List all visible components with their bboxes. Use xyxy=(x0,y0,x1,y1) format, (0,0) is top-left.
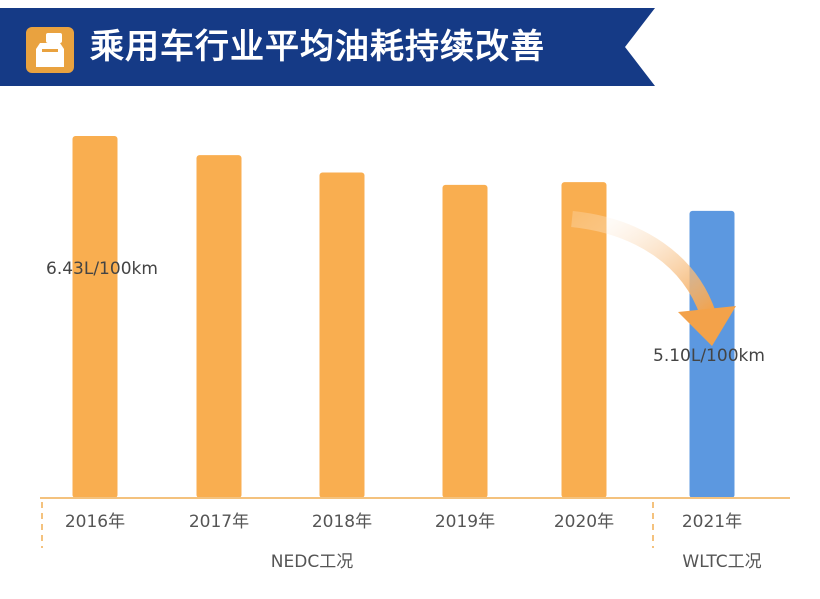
x-tick-2021: 2021年 xyxy=(682,512,742,532)
group-label-wltc: WLTC工况 xyxy=(682,552,761,572)
page-title: 乘用车行业平均油耗持续改善 xyxy=(90,27,545,67)
trend-arrow-head xyxy=(678,306,736,346)
x-tick-2018: 2018年 xyxy=(312,512,372,532)
data-label-2021: 5.10L/100km xyxy=(653,346,765,366)
fuel-can-icon xyxy=(26,27,74,73)
trend-arrow-shaft xyxy=(571,211,716,317)
bar-2019 xyxy=(442,184,488,498)
data-label-2016-unit: L/100km xyxy=(84,259,158,279)
bar-2017 xyxy=(196,155,242,498)
x-tick-2016: 2016年 xyxy=(65,512,125,532)
data-label-2021-unit: L/100km xyxy=(691,346,765,366)
data-label-2021-value: 5.10 xyxy=(653,346,691,366)
bar-2018 xyxy=(319,172,365,498)
bar-2016 xyxy=(72,135,118,499)
title-banner: 乘用车行业平均油耗持续改善 xyxy=(0,0,820,86)
data-label-2016: 6.43L/100km xyxy=(46,259,158,279)
data-label-2016-value: 6.43 xyxy=(46,259,84,279)
x-tick-2020: 2020年 xyxy=(554,512,614,532)
bar-2020 xyxy=(561,182,607,499)
x-tick-2017: 2017年 xyxy=(189,512,249,532)
group-label-nedc: NEDC工况 xyxy=(271,552,353,572)
x-tick-2019: 2019年 xyxy=(435,512,495,532)
bar-chart: 2016年 2017年 2018年 2019年 2020年 2021年 NEDC工况 WL… xyxy=(40,135,790,572)
banner-background xyxy=(0,8,655,86)
